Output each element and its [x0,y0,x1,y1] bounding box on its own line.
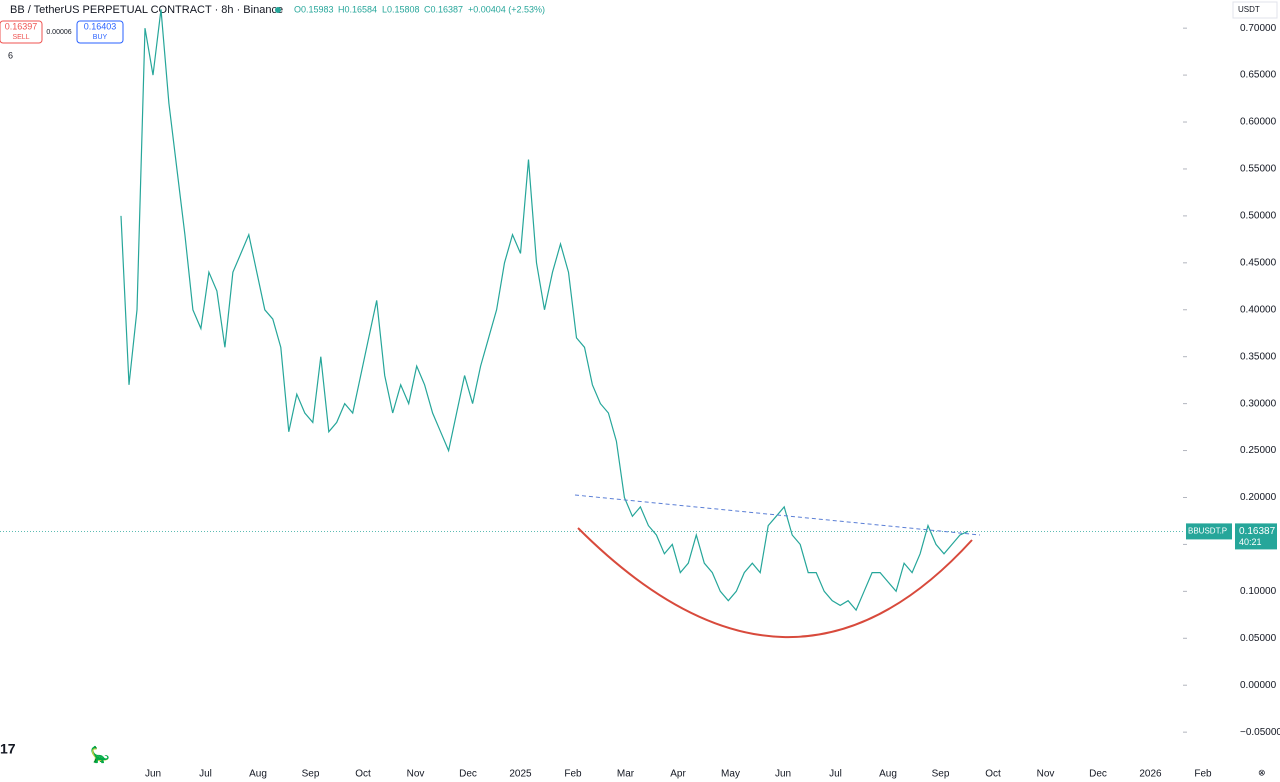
x-tick-label: Sep [302,769,320,780]
indicator-count[interactable]: 6 [8,50,13,60]
x-tick-label: Oct [355,769,371,780]
currency: USDT [1238,5,1260,14]
change: +0.00404 (+2.53%) [468,4,545,14]
x-tick-label: Oct [985,769,1001,780]
y-tick-label: 0.10000 [1240,586,1277,597]
y-tick-label: 0.65000 [1240,70,1277,81]
buy-label: BUY [93,34,108,41]
x-tick-label: Apr [670,769,686,780]
currency-box[interactable] [1232,1,1278,19]
countdown: 40:21 [1239,537,1262,547]
y-tick-label: 0.00000 [1240,680,1277,691]
low: L0.15808 [382,4,420,14]
x-tick-label: Sep [932,769,950,780]
high: H0.16584 [338,4,377,14]
price-line [120,9,969,612]
price-label-bg [1235,523,1277,550]
sell-price: 0.16397 [5,21,38,31]
x-tick-label: 2026 [1139,769,1162,780]
y-tick-label: 0.40000 [1240,304,1277,315]
x-tick-label: Mar [617,769,635,780]
y-tick-label: 0.55000 [1240,164,1277,175]
y-tick-label: 0.60000 [1240,117,1277,128]
x-tick-label: May [721,769,740,780]
buy-price: 0.16403 [84,21,117,31]
y-tick-label: 0.25000 [1240,445,1277,456]
x-tick-label: 2025 [509,769,532,780]
y-tick-label: 0.45000 [1240,257,1277,268]
y-tick-label: 0.50000 [1240,211,1277,222]
x-tick-label: Jun [775,769,791,780]
y-tick-label: 0.05000 [1240,633,1277,644]
x-tick-label: Nov [407,769,425,780]
x-tick-label: Feb [1194,769,1212,780]
y-tick-label: 0.20000 [1240,492,1277,503]
sell-label: SELL [12,34,29,41]
trendline [574,494,981,536]
settings-icon[interactable]: ⊗ [1258,767,1266,777]
symbol-label-bg [1186,523,1232,540]
y-tick-label: 0.70000 [1240,23,1277,34]
x-tick-label: Dec [459,769,477,780]
x-tick-label: Nov [1037,769,1055,780]
x-tick-label: Dec [1089,769,1107,780]
x-tick-label: Jun [145,769,161,780]
y-tick-label: 0.30000 [1240,398,1277,409]
status-dot [275,7,281,13]
logo: 17 [0,741,16,757]
x-tick-label: Jul [829,769,842,780]
spread: 0.00006 [46,29,71,36]
x-tick-label: Aug [879,769,897,780]
y-tick-label: −0.05000 [1240,727,1280,738]
close: C0.16387 [424,4,463,14]
sell-button[interactable] [0,20,43,44]
open: O0.15983 [294,4,334,14]
buy-button[interactable] [76,20,124,44]
dino-icon[interactable]: 🦕 [90,745,110,764]
x-tick-label: Feb [564,769,582,780]
chart-title: BB / TetherUS PERPETUAL CONTRACT · 8h · … [10,4,283,16]
symbol-label: BBUSDT.P [1188,527,1227,536]
x-tick-label: Jul [199,769,212,780]
cup-curve [577,527,973,639]
x-tick-label: Aug [249,769,267,780]
price-label: 0.16387 [1239,526,1276,537]
y-tick-label: 0.35000 [1240,351,1277,362]
